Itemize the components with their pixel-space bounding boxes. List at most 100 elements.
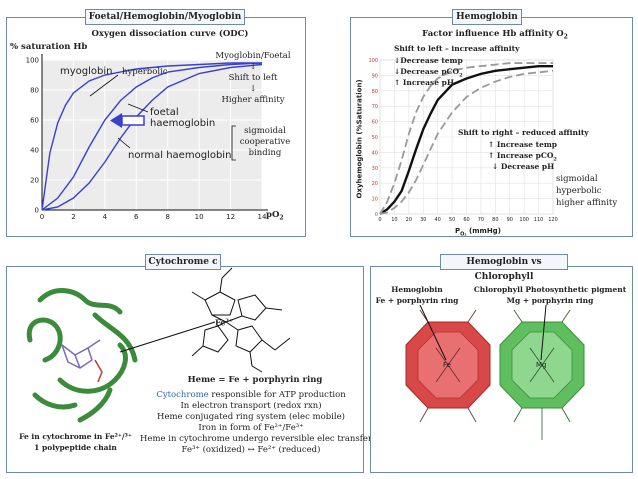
- factors-x-tick-10: 10: [391, 217, 397, 223]
- factors-title: Factor influence Hb affinity O2: [422, 29, 568, 41]
- factors-x-tick-0: 0: [378, 217, 381, 223]
- hemoglobin-porphyrin-image: [405, 309, 491, 423]
- odc-foetal-label-1: foetal: [150, 107, 179, 118]
- factors-y-tick-30: 30: [372, 166, 378, 172]
- factors-y-tick-70: 70: [372, 104, 378, 110]
- factors-x-tick-20: 20: [406, 217, 412, 223]
- factors-left-4: ↑ Increase pH: [394, 78, 454, 87]
- odc-series-1: [41, 62, 263, 211]
- factors-x-tick-30: 30: [420, 217, 426, 223]
- heme-definition: Heme = Fe + porphyrin ring: [187, 375, 323, 385]
- cyt-line-4: Iron in form of Fe²⁺/Fe³⁺: [198, 423, 304, 433]
- factors-left-2: ↓Decrease temp: [394, 56, 463, 65]
- factors-right-1: Shift to right – reduced affinity: [458, 128, 589, 137]
- odc-x-tick-8: 8: [165, 213, 169, 221]
- cyt-line-1: Cytochrome responsible for ATP productio…: [156, 390, 346, 400]
- odc-cooperative: cooperative: [239, 137, 291, 147]
- tag-hemoglobin-vs-chlorophyll: Hemoglobin vs Chlorophyll: [440, 254, 568, 282]
- factors-y-tick-100: 100: [368, 58, 378, 64]
- odc-sigmoidal: sigmoidal: [244, 126, 286, 136]
- cyt-caption-2: 1 polypeptide chain: [34, 443, 117, 452]
- odc-sigmoid-bracket: [231, 125, 236, 161]
- side-chain-red: [94, 359, 103, 383]
- odc-x-tick-14: 14: [258, 213, 267, 221]
- odc-x-tick-4: 4: [103, 213, 108, 221]
- heme-fe-label: Fe2+: [215, 317, 234, 328]
- factors-y-tick-40: 40: [372, 150, 378, 156]
- factors-x-tick-60: 60: [463, 217, 469, 223]
- factors-x-axis-title: PO₂ (mmHg): [455, 227, 501, 238]
- hb-label-1: Hemoglobin: [391, 285, 443, 294]
- odc-normal-pointer: [117, 137, 131, 149]
- panel-cytochrome: [6, 266, 364, 473]
- tag-foetal-hemoglobin-myoglobin: Foetal/Hemoglobin/Myoglobin: [85, 9, 245, 25]
- odc-note-1: Myoglobin/Foetal: [215, 51, 291, 61]
- factors-x-tick-80: 80: [492, 217, 498, 223]
- odc-y-tick-40: 40: [30, 147, 39, 155]
- factors-y-tick-50: 50: [372, 135, 378, 141]
- factors-x-tick-70: 70: [478, 217, 484, 223]
- odc-note-3: Higher affinity: [221, 95, 285, 105]
- factors-x-tick-50: 50: [449, 217, 455, 223]
- factors-x-tick-100: 100: [519, 217, 529, 223]
- factors-y-tick-10: 10: [372, 197, 378, 203]
- tag-cytochrome-c: Cytochrome c: [145, 254, 221, 270]
- heme-structure-diagram: [191, 267, 291, 373]
- factors-series-1: [379, 62, 553, 215]
- factors-type-3: higher affinity: [556, 198, 618, 208]
- factors-right-4: ↓ Decrease pH: [492, 162, 555, 171]
- chlorophyll-porphyrin-image: [499, 309, 585, 440]
- odc-foetal-pointer: [127, 103, 149, 113]
- odc-shift-arrow-head: [110, 113, 122, 128]
- factors-y-tick-0: 0: [375, 212, 378, 218]
- hb-label-2: Fe + porphyrin ring: [375, 296, 459, 305]
- factors-y-tick-90: 90: [372, 73, 378, 79]
- odc-foetal-label-2: haemoglobin: [150, 118, 216, 129]
- chl-label-1: Chlorophyll Photosynthetic pigment: [473, 285, 627, 294]
- odc-x-tick-6: 6: [134, 213, 139, 221]
- chl-label-2: Mg + porphyrin ring: [506, 296, 594, 305]
- cyt-line-3: Heme conjugated ring system (elec mobile…: [157, 412, 345, 422]
- factors-left-1: Shift to left – increase affinity: [394, 44, 520, 53]
- pointer-line: [119, 321, 216, 353]
- factors-x-tick-120: 120: [548, 217, 558, 223]
- odc-x-tick-12: 12: [226, 213, 235, 221]
- odc-y-tick-80: 80: [30, 87, 39, 95]
- odc-binding: binding: [248, 148, 282, 158]
- odc-plot-area: [42, 60, 262, 210]
- odc-x-tick-2: 2: [71, 213, 75, 221]
- odc-x-label: pO2: [266, 210, 284, 222]
- cyt-line-6: Fe³⁺ (oxidized) ↔ Fe²⁺ (reduced): [181, 445, 321, 455]
- cyt-caption-1: Fe in cytochrome in Fe²⁺/³⁺: [19, 432, 132, 441]
- factors-right-3: ↑ Increase pCO2: [488, 151, 557, 163]
- hb-pointer-line: [419, 304, 447, 361]
- factors-x-tick-90: 90: [507, 217, 513, 223]
- odc-y-tick-100: 100: [26, 57, 39, 65]
- protein-ribbon-image: [26, 288, 138, 423]
- odc-y-tick-0: 0: [35, 207, 39, 215]
- factors-y-tick-60: 60: [372, 120, 378, 126]
- cyt-line-2: In electron transport (redox rxn): [180, 401, 322, 411]
- chl-pointer-line: [540, 304, 547, 361]
- odc-y-label: % saturation Hb: [10, 42, 88, 52]
- hb-fe-symbol: Fe: [443, 361, 451, 369]
- odc-title: Oxygen dissociation curve (ODC): [91, 29, 249, 39]
- factors-left-3: ↓Decrease pCO2: [394, 67, 463, 79]
- odc-hyperbolic-label: hyperbolic: [122, 67, 168, 77]
- odc-x-tick-10: 10: [195, 213, 204, 221]
- cyt-line-5: Heme in cytochrome undergo reversible el…: [140, 434, 373, 444]
- odc-note-arrow-2: ↓: [249, 84, 257, 94]
- factors-y-tick-80: 80: [372, 89, 378, 95]
- odc-series-0: [41, 62, 262, 211]
- odc-series-2: [41, 63, 263, 211]
- factors-type-1: sigmoidal: [556, 174, 598, 184]
- factors-series-2: [379, 69, 554, 215]
- factors-right-2: ↑ Increase temp: [488, 140, 558, 149]
- factors-series-0: [379, 64, 553, 216]
- odc-note-2: Shift to left: [228, 73, 278, 83]
- factors-x-tick-110: 110: [534, 217, 544, 223]
